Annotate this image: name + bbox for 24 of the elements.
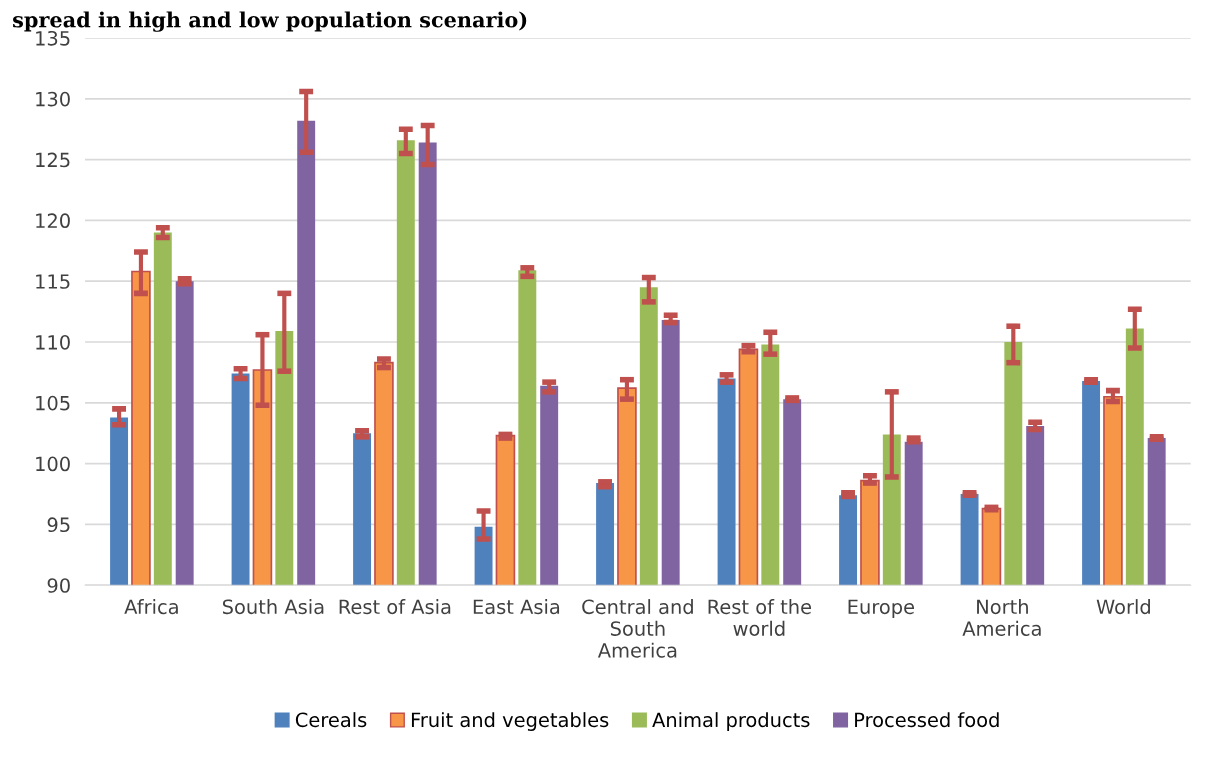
y-tick-label: 125 [36, 152, 70, 168]
x-tick-label: East Asia [473, 599, 560, 615]
y-tick-label: 90 [47, 578, 70, 593]
x-tick-label: Africa [124, 599, 178, 615]
x-tick-label: Europe [848, 599, 915, 618]
y-tick-label: 105 [36, 395, 70, 411]
legend-label: Processed food [855, 712, 999, 728]
legend-label: Animal products [652, 712, 810, 731]
x-tick-label: Rest of Asia [339, 599, 451, 615]
x-tick-label: South Asia [222, 599, 324, 615]
y-tick-label: 120 [36, 213, 70, 229]
y-tick-label: 115 [36, 274, 70, 289]
y-tick-label: 130 [36, 91, 70, 107]
legend-label: Cereals [295, 712, 367, 728]
x-tick-label: World [1096, 599, 1150, 615]
y-tick-label: 110 [36, 334, 70, 350]
x-tick-label: Rest of the world [708, 599, 812, 636]
y-tick-label: 95 [47, 517, 70, 533]
x-tick-label: North America [962, 599, 1041, 636]
chart-title: spread in high and low population scenario) [13, 11, 527, 32]
y-tick-label: 135 [36, 30, 70, 46]
y-tick-label: 100 [36, 456, 70, 472]
legend-label: Fruit and vegetables [411, 712, 609, 731]
x-tick-label: Central and South America [582, 599, 693, 658]
